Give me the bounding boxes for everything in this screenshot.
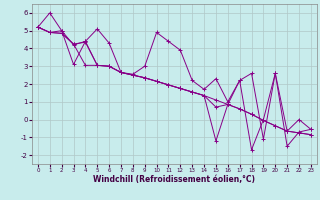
X-axis label: Windchill (Refroidissement éolien,°C): Windchill (Refroidissement éolien,°C) [93,175,255,184]
